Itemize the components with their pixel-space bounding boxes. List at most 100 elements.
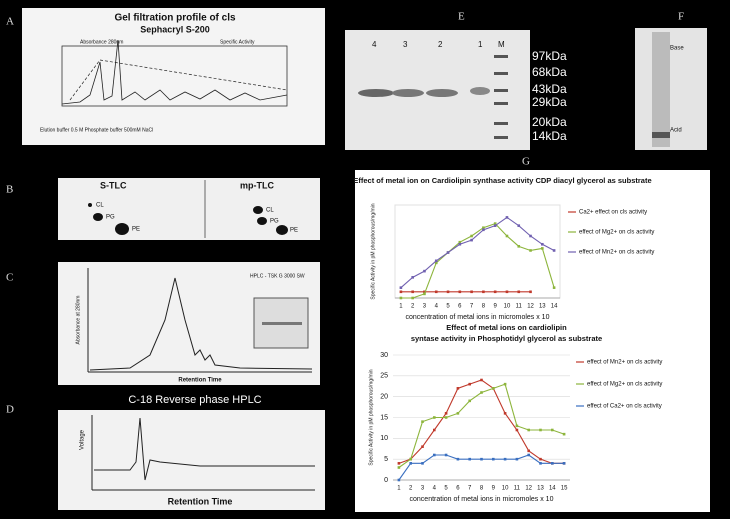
x-tick-label: 14 <box>551 304 558 310</box>
point <box>529 290 532 294</box>
y-axis-label: Specific Activity in pM phosphorous/mg/m… <box>370 203 376 299</box>
lane-label: 4 <box>372 40 377 49</box>
y-tick-label: 25 <box>380 373 388 380</box>
point <box>539 428 542 432</box>
lane-label: M <box>498 40 505 49</box>
axis-label: Absorbance 280nm <box>80 39 123 45</box>
chart-title: Effect of metal ion on Cardiolipin synth… <box>353 176 651 185</box>
profile <box>61 39 288 105</box>
point <box>470 290 473 294</box>
legend-label: effect of Mn2+ on cls activity <box>587 360 662 366</box>
point <box>552 249 556 252</box>
marker-label: 43kDa <box>532 82 567 96</box>
point <box>541 247 544 250</box>
x-tick-label: 13 <box>539 304 546 310</box>
title: Gel filtration profile of cls <box>114 13 236 24</box>
x-tick-label: 14 <box>549 486 556 492</box>
legend-label: effect of Mg2+ on cls activity <box>579 230 654 236</box>
point <box>433 428 436 432</box>
point <box>515 457 519 461</box>
point <box>409 457 412 461</box>
x-tick-label: 12 <box>525 486 532 492</box>
x-tick-label: 8 <box>480 486 484 492</box>
panel-label: C <box>6 272 13 284</box>
point <box>492 387 495 390</box>
chromatogram <box>94 417 315 481</box>
point <box>444 412 448 415</box>
point <box>552 286 556 289</box>
point <box>409 462 412 465</box>
point <box>468 382 471 386</box>
point <box>503 457 507 461</box>
x-tick-label: 10 <box>504 304 511 310</box>
x-tick-label: 8 <box>482 304 486 310</box>
point <box>411 296 414 300</box>
point <box>505 234 509 238</box>
marker-label: 14kDa <box>532 129 567 143</box>
point <box>423 292 426 296</box>
band <box>470 87 490 95</box>
point <box>503 412 507 415</box>
point <box>517 245 521 248</box>
spot-label: CL <box>96 203 104 209</box>
x-tick-label: 6 <box>456 486 460 492</box>
x-tick-label: 1 <box>399 304 403 310</box>
x-tick-label: 7 <box>468 486 472 492</box>
band <box>358 89 394 97</box>
point <box>399 290 403 294</box>
point <box>456 387 460 390</box>
panel-label: G <box>522 156 530 168</box>
x-tick-label: 15 <box>561 486 568 492</box>
spot <box>115 223 129 235</box>
axis-label: Retention Time <box>168 496 233 506</box>
point <box>397 462 401 465</box>
series-line <box>400 216 555 289</box>
panel-label: F <box>678 11 684 23</box>
point <box>421 445 424 448</box>
point <box>493 224 497 227</box>
point <box>551 428 554 432</box>
point <box>446 251 450 254</box>
point <box>468 399 471 403</box>
x-tick-label: 3 <box>421 486 425 492</box>
band <box>392 89 424 97</box>
point <box>503 382 507 386</box>
point <box>456 457 460 461</box>
point <box>505 216 509 219</box>
x-tick-label: 6 <box>458 304 462 310</box>
axis-label: Specific Activity <box>220 39 255 45</box>
point <box>434 290 438 294</box>
x-tick-label: 9 <box>494 304 498 310</box>
y-tick-label: 20 <box>380 394 388 401</box>
lane-label: 1 <box>478 40 483 49</box>
ladder <box>494 55 508 139</box>
point <box>470 234 473 238</box>
spot <box>88 203 92 207</box>
note: Elution buffer 0.5 M Phosphate buffer 50… <box>40 127 153 133</box>
x-tick-label: 9 <box>492 486 496 492</box>
point <box>492 457 495 461</box>
point <box>515 428 519 432</box>
point <box>482 290 485 294</box>
point <box>444 453 448 457</box>
panel-label: A <box>6 16 14 28</box>
x-tick-label: 4 <box>435 304 439 310</box>
marker-label: 68kDa <box>532 65 567 79</box>
point <box>562 432 566 436</box>
point <box>411 290 414 294</box>
legend-label: effect of Mg2+ on cls activity <box>587 382 662 388</box>
panel-label: E <box>458 11 465 23</box>
point <box>399 286 403 289</box>
activity-profile <box>69 59 288 101</box>
spot <box>257 217 267 225</box>
chart-title: Effect of metal ions on cardiolipin synta… <box>411 323 602 343</box>
y-tick-label: 0 <box>384 477 388 484</box>
x-axis-label: concentration of metal ions in micromole… <box>410 496 554 503</box>
label: S-TLC <box>100 180 127 190</box>
point <box>480 391 483 394</box>
point <box>421 462 424 465</box>
spot <box>93 213 103 221</box>
point <box>421 420 424 423</box>
